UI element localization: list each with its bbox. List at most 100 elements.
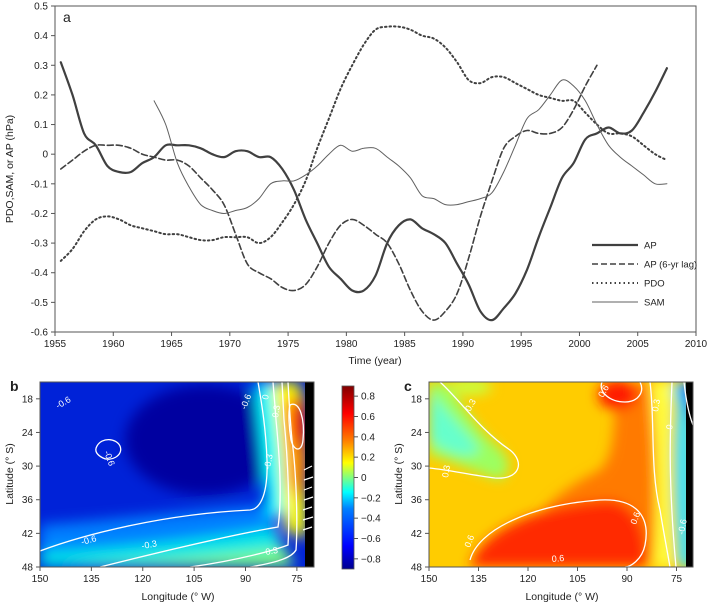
panel-b-x-tick-label: 90 [240, 574, 252, 585]
panel-b-contour-label-2: -0.6 [102, 449, 117, 467]
panel-b-frame [39, 381, 315, 568]
legend-label-ap-6-yr-lag: AP (6-yr lag) [644, 260, 697, 271]
panel-b-x-ticks: 150 135 120 105 90 75 [32, 567, 303, 585]
panel-b-contour-label-7: 0.3 [270, 404, 282, 418]
panel-c-contour-label-8: 0 [664, 424, 675, 431]
panel-a-series [59, 25, 668, 322]
panel-c-label: c [404, 378, 412, 394]
panel-a-x-tick-label: 2000 [568, 339, 591, 350]
panel-a: a 1955 1960 1965 1970 1975 1980 1985 1990 1995 20… [4, 2, 708, 368]
panel-a-x-tick-label: 1975 [277, 339, 300, 350]
colorbar-tick-label: −0.6 [361, 534, 381, 545]
panel-c-x-tick-label: 120 [520, 574, 537, 585]
panel-c-y-tick-label: 42 [411, 529, 423, 540]
colorbar-tick-label: 0.4 [361, 432, 375, 443]
panel-c-x-axis-label: Longitude (° W) [525, 591, 598, 603]
colorbar-tick-label: −0.8 [361, 554, 381, 565]
panel-c-y-tick-label: 18 [411, 394, 423, 405]
panel-c-contour-label-3: 0.3 [440, 464, 452, 478]
colorbar: 0.8 0.6 0.4 0.2 0 −0.2 −0.4 −0.6 −0.8 [341, 385, 381, 570]
colorbar-tick-label: 0.2 [361, 453, 375, 464]
panel-a-y-tick-label: -0.4 [31, 268, 49, 279]
panel-a-x-tick-label: 2005 [627, 339, 650, 350]
panel-a-y-tick-label: 0.3 [34, 61, 48, 72]
panel-b-field-green [60, 548, 295, 567]
panel-b-heat-fields [40, 382, 308, 567]
legend-label-sam: SAM [644, 298, 665, 309]
panel-c-contours [429, 382, 693, 567]
panel-b-y-axis-label: Latitude (° S) [4, 443, 16, 504]
panel-b-heatmap: -0.6 -0.6 -0.6 -0.6 -0.3 0 0.3 -0.3 0.3 [40, 382, 314, 567]
panel-a-x-tick-label: 1960 [102, 339, 125, 350]
series-line-pdo [59, 25, 668, 262]
panel-a-x-tick-label: 1970 [219, 339, 242, 350]
panel-a-y-ticks: 0.5 0.4 0.3 0.2 0.1 0 -0.1 -0.2 -0.3 -0.4 -0.5 -0.6 [31, 2, 55, 339]
panel-a-y-tick-label: -0.3 [31, 239, 49, 250]
panel-b-contours [40, 382, 305, 567]
panel-a-y-tick-label: 0.1 [34, 120, 48, 131]
panel-c-contour-minus06-coast [683, 382, 693, 426]
panel-a-x-ticks: 1955 1960 1965 1970 1975 1980 1985 1990 1995 2000… [44, 332, 708, 350]
panel-b-contour-minus03 [99, 382, 281, 567]
panel-c-contour-label-6: 0.6 [628, 511, 642, 526]
panel-a-y-tick-label: -0.2 [31, 209, 49, 220]
panel-b-x-tick-label: 120 [134, 574, 151, 585]
panel-a-y-tick-label: 0 [42, 150, 48, 161]
panel-b-land-mask [305, 382, 314, 567]
panel-b-x-tick-label: 150 [32, 574, 49, 585]
panel-c-contour-label-9: -0.6 [676, 518, 689, 535]
panel-c-land-mask [686, 382, 693, 567]
panel-b-x-axis-label: Longitude (° W) [141, 591, 214, 603]
panel-b: b -0. [4, 378, 315, 603]
panel-b-contour-plus03 [249, 382, 298, 567]
panel-b-contour-label-9: 0.3 [265, 545, 279, 557]
panel-b-x-tick-label: 135 [83, 574, 100, 585]
panel-b-contour-label-4: -0.6 [80, 533, 98, 547]
panel-c: c 0 [393, 378, 694, 603]
panel-c-heat-fields [429, 382, 693, 567]
panel-c-field-cyan-left [429, 390, 480, 456]
panel-b-x-tick-label: 75 [291, 574, 303, 585]
panel-c-contour-03-right [649, 382, 671, 567]
panel-b-contour-label-3: -0.6 [238, 393, 253, 411]
panel-c-contour-label-4: 0.6 [462, 534, 476, 549]
panel-c-contour-06-top [600, 382, 643, 403]
legend-label-ap: AP [644, 241, 657, 252]
panel-a-y-tick-label: -0.1 [31, 179, 49, 190]
panel-b-y-ticks: 18 24 30 36 42 48 [22, 394, 40, 574]
panel-c-y-ticks: 18 24 30 36 42 48 [411, 394, 429, 574]
colorbar-tick-label: 0 [361, 473, 367, 484]
panel-c-x-tick-label: 90 [621, 574, 633, 585]
legend-label-pdo: PDO [644, 279, 665, 290]
series-line-sam [153, 79, 668, 215]
panel-c-x-ticks: 150 135 120 105 90 75 [421, 567, 683, 585]
panel-c-y-tick-label: 48 [411, 563, 423, 574]
panel-b-x-tick-label: 105 [186, 574, 203, 585]
panel-a-label: a [63, 9, 71, 25]
panel-b-field-deepblue [125, 385, 285, 495]
panel-a-x-axis-label: Time (year) [348, 355, 401, 367]
colorbar-tick-label: −0.2 [361, 493, 381, 504]
panel-b-contour-minus06-small [95, 438, 122, 460]
panel-b-contour-red-core [288, 403, 305, 450]
panel-b-y-tick-label: 18 [22, 394, 34, 405]
panel-c-x-tick-label: 75 [671, 574, 683, 585]
panel-c-contour-0-coast [669, 382, 677, 567]
panel-b-y-tick-label: 48 [22, 563, 34, 574]
panel-b-y-tick-label: 36 [22, 495, 34, 506]
panel-c-field-green-left [429, 382, 509, 480]
panel-c-y-tick-label: 24 [411, 428, 423, 439]
panel-c-y-axis-label: Latitude (° S) [393, 443, 405, 504]
panel-a-x-tick-label: 2010 [685, 339, 708, 350]
panel-c-contour-label-5: 0.6 [551, 553, 564, 564]
colorbar-tick-label: 0.6 [361, 412, 375, 423]
panel-c-contour-06-bottom [469, 499, 647, 567]
panel-a-x-tick-label: 1955 [44, 339, 67, 350]
panel-c-frame [428, 381, 694, 568]
colorbar-gradient [341, 385, 355, 570]
panel-a-y-tick-label: -0.5 [31, 298, 49, 309]
panel-c-field-red-bottom [470, 500, 647, 567]
panel-b-label: b [10, 378, 19, 394]
panel-c-heatmap: 0.6 0.3 0.3 0.6 0.6 0.6 0.3 0 -0.6 [429, 382, 693, 567]
panel-a-frame [54, 5, 697, 333]
